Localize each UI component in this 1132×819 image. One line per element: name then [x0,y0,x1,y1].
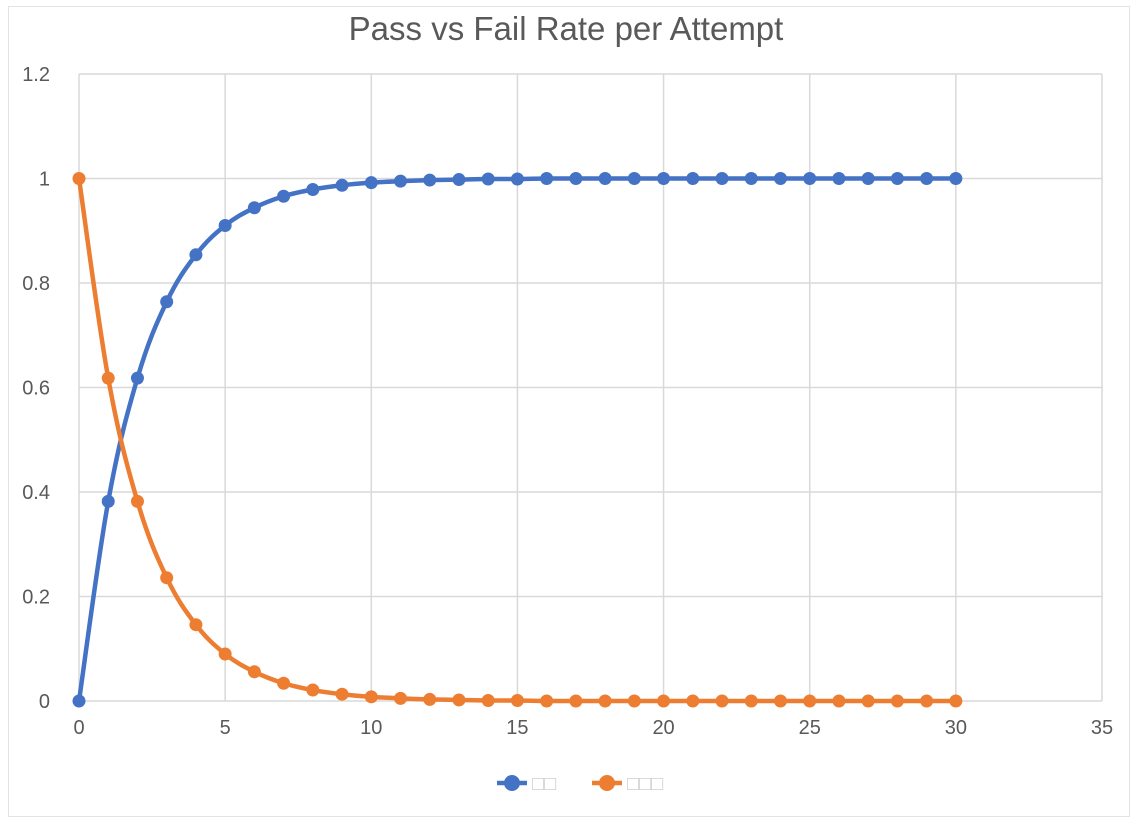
series-0-point-18 [598,172,612,185]
series-1-point-14 [481,693,495,707]
y-tick-label: 1.2 [22,64,50,86]
legend-marker-1 [599,775,615,791]
series-0-point-20 [657,172,671,185]
series-0-point-13 [452,173,466,187]
series-0-point-24 [773,172,787,185]
series-1-point-4 [189,618,203,632]
series-0-point-25 [803,172,817,185]
series-0-point-23 [744,172,758,185]
series-1-point-18 [598,694,612,708]
series-0-point-15 [510,172,524,186]
series-1-point-24 [773,694,787,708]
series-0-point-7 [277,189,291,203]
series-0-point-10 [364,176,378,190]
series-1-point-22 [715,694,729,708]
series-0-point-0 [72,694,86,708]
series-0-point-22 [715,172,729,185]
series-0-point-17 [569,172,583,185]
legend-label-1: □□□ [627,773,663,795]
series-0-point-19 [627,172,641,185]
y-tick-label: 0.4 [22,482,50,504]
x-tick-label: 0 [73,717,84,739]
series-0-point-6 [247,201,261,215]
y-tick-label: 0.8 [22,273,50,295]
series-0-point-4 [189,248,203,262]
series-1-point-17 [569,694,583,708]
series-0-point-12 [423,173,437,187]
series-1-point-19 [627,694,641,708]
series-0-point-1 [101,494,115,508]
series-0-point-29 [920,172,934,185]
series-0-point-9 [335,178,349,192]
chart-frame [8,6,1130,817]
series-0-point-21 [686,172,700,185]
series-1-point-21 [686,694,700,708]
legend: □□ □□□ [497,773,663,795]
x-tick-label: 15 [506,717,528,739]
series-1-point-3 [160,571,174,585]
series-group [72,172,963,708]
y-tick-label: 0.6 [22,378,50,400]
series-1-point-0 [72,172,86,185]
series-1-point-13 [452,693,466,707]
y-tick-label: 0.2 [22,587,50,609]
series-0-point-16 [540,172,554,185]
x-tick-label: 10 [360,717,382,739]
series-0-point-5 [218,219,232,233]
series-1-point-27 [861,694,875,708]
series-1-point-8 [306,683,320,697]
series-0-point-26 [832,172,846,185]
x-axis-ticks: 0 5 10 15 20 25 30 35 [73,717,1113,739]
gridlines [78,73,1103,702]
series-1-point-10 [364,690,378,704]
series-0-point-30 [949,172,963,185]
chart-title: Pass vs Fail Rate per Attempt [348,10,784,47]
series-0-point-11 [394,174,408,188]
x-tick-label: 25 [799,717,821,739]
series-1-point-9 [335,687,349,701]
series-1-point-29 [920,694,934,708]
series-1-point-7 [277,676,291,690]
series-1-point-23 [744,694,758,708]
series-1-point-30 [949,694,963,708]
series-1-point-15 [510,693,524,707]
series-0-point-27 [861,172,875,185]
x-tick-label: 5 [220,717,231,739]
series-1-point-25 [803,694,817,708]
series-0-point-14 [481,172,495,186]
series-1-point-12 [423,692,437,706]
series-1-point-6 [247,665,261,679]
series-1-point-5 [218,647,232,661]
series-0-point-2 [130,371,144,385]
y-tick-label: 0 [39,691,50,713]
series-1-point-1 [101,371,115,385]
x-tick-label: 20 [652,717,674,739]
series-1-point-28 [890,694,904,708]
series-1-point-16 [540,694,554,708]
y-axis-ticks: 0 0.2 0.4 0.6 0.8 1 1.2 [22,64,50,713]
series-1-point-26 [832,694,846,708]
series-0-point-28 [890,172,904,185]
legend-marker-0 [504,775,520,791]
series-1-point-2 [130,494,144,508]
x-tick-label: 35 [1091,717,1113,739]
series-1-point-20 [657,694,671,708]
series-1-point-11 [394,691,408,705]
series-0-point-3 [160,295,174,309]
y-tick-label: 1 [39,169,50,191]
series-0-point-8 [306,182,320,196]
x-tick-label: 30 [945,717,967,739]
legend-label-0: □□ [532,773,556,795]
